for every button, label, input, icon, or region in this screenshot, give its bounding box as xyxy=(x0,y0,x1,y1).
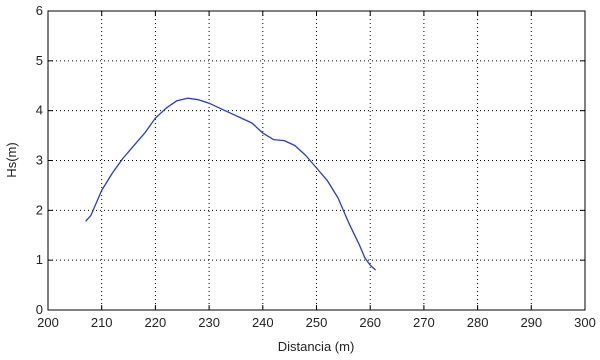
x-tick-label: 230 xyxy=(198,315,220,330)
x-tick-label: 210 xyxy=(91,315,113,330)
y-tick-label: 6 xyxy=(36,3,43,18)
series-layer xyxy=(85,97,377,271)
x-tick-label: 280 xyxy=(467,315,489,330)
tick-layer: 200 210 220 230 240 250 260 270 280 290 300 0 1 2 3 4 5 6 xyxy=(36,3,596,330)
x-tick-label: 260 xyxy=(359,315,381,330)
x-tick-label: 250 xyxy=(306,315,328,330)
y-tick-label: 1 xyxy=(36,252,43,267)
y-tick-label: 0 xyxy=(36,302,43,317)
x-tick-label: 270 xyxy=(413,315,435,330)
series-line xyxy=(85,97,377,271)
x-tick-label: 300 xyxy=(574,315,596,330)
grid-layer xyxy=(48,11,585,310)
y-tick-label: 4 xyxy=(36,103,43,118)
y-tick-label: 3 xyxy=(36,153,43,168)
x-tick-label: 290 xyxy=(520,315,542,330)
y-tick-label: 5 xyxy=(36,53,43,68)
y-axis-label: Hs(m) xyxy=(4,142,19,177)
y-tick-label: 2 xyxy=(36,202,43,217)
x-tick-label: 200 xyxy=(37,315,59,330)
x-tick-label: 240 xyxy=(252,315,274,330)
x-axis-label: Distancia (m) xyxy=(278,339,355,354)
x-tick-label: 220 xyxy=(145,315,167,330)
